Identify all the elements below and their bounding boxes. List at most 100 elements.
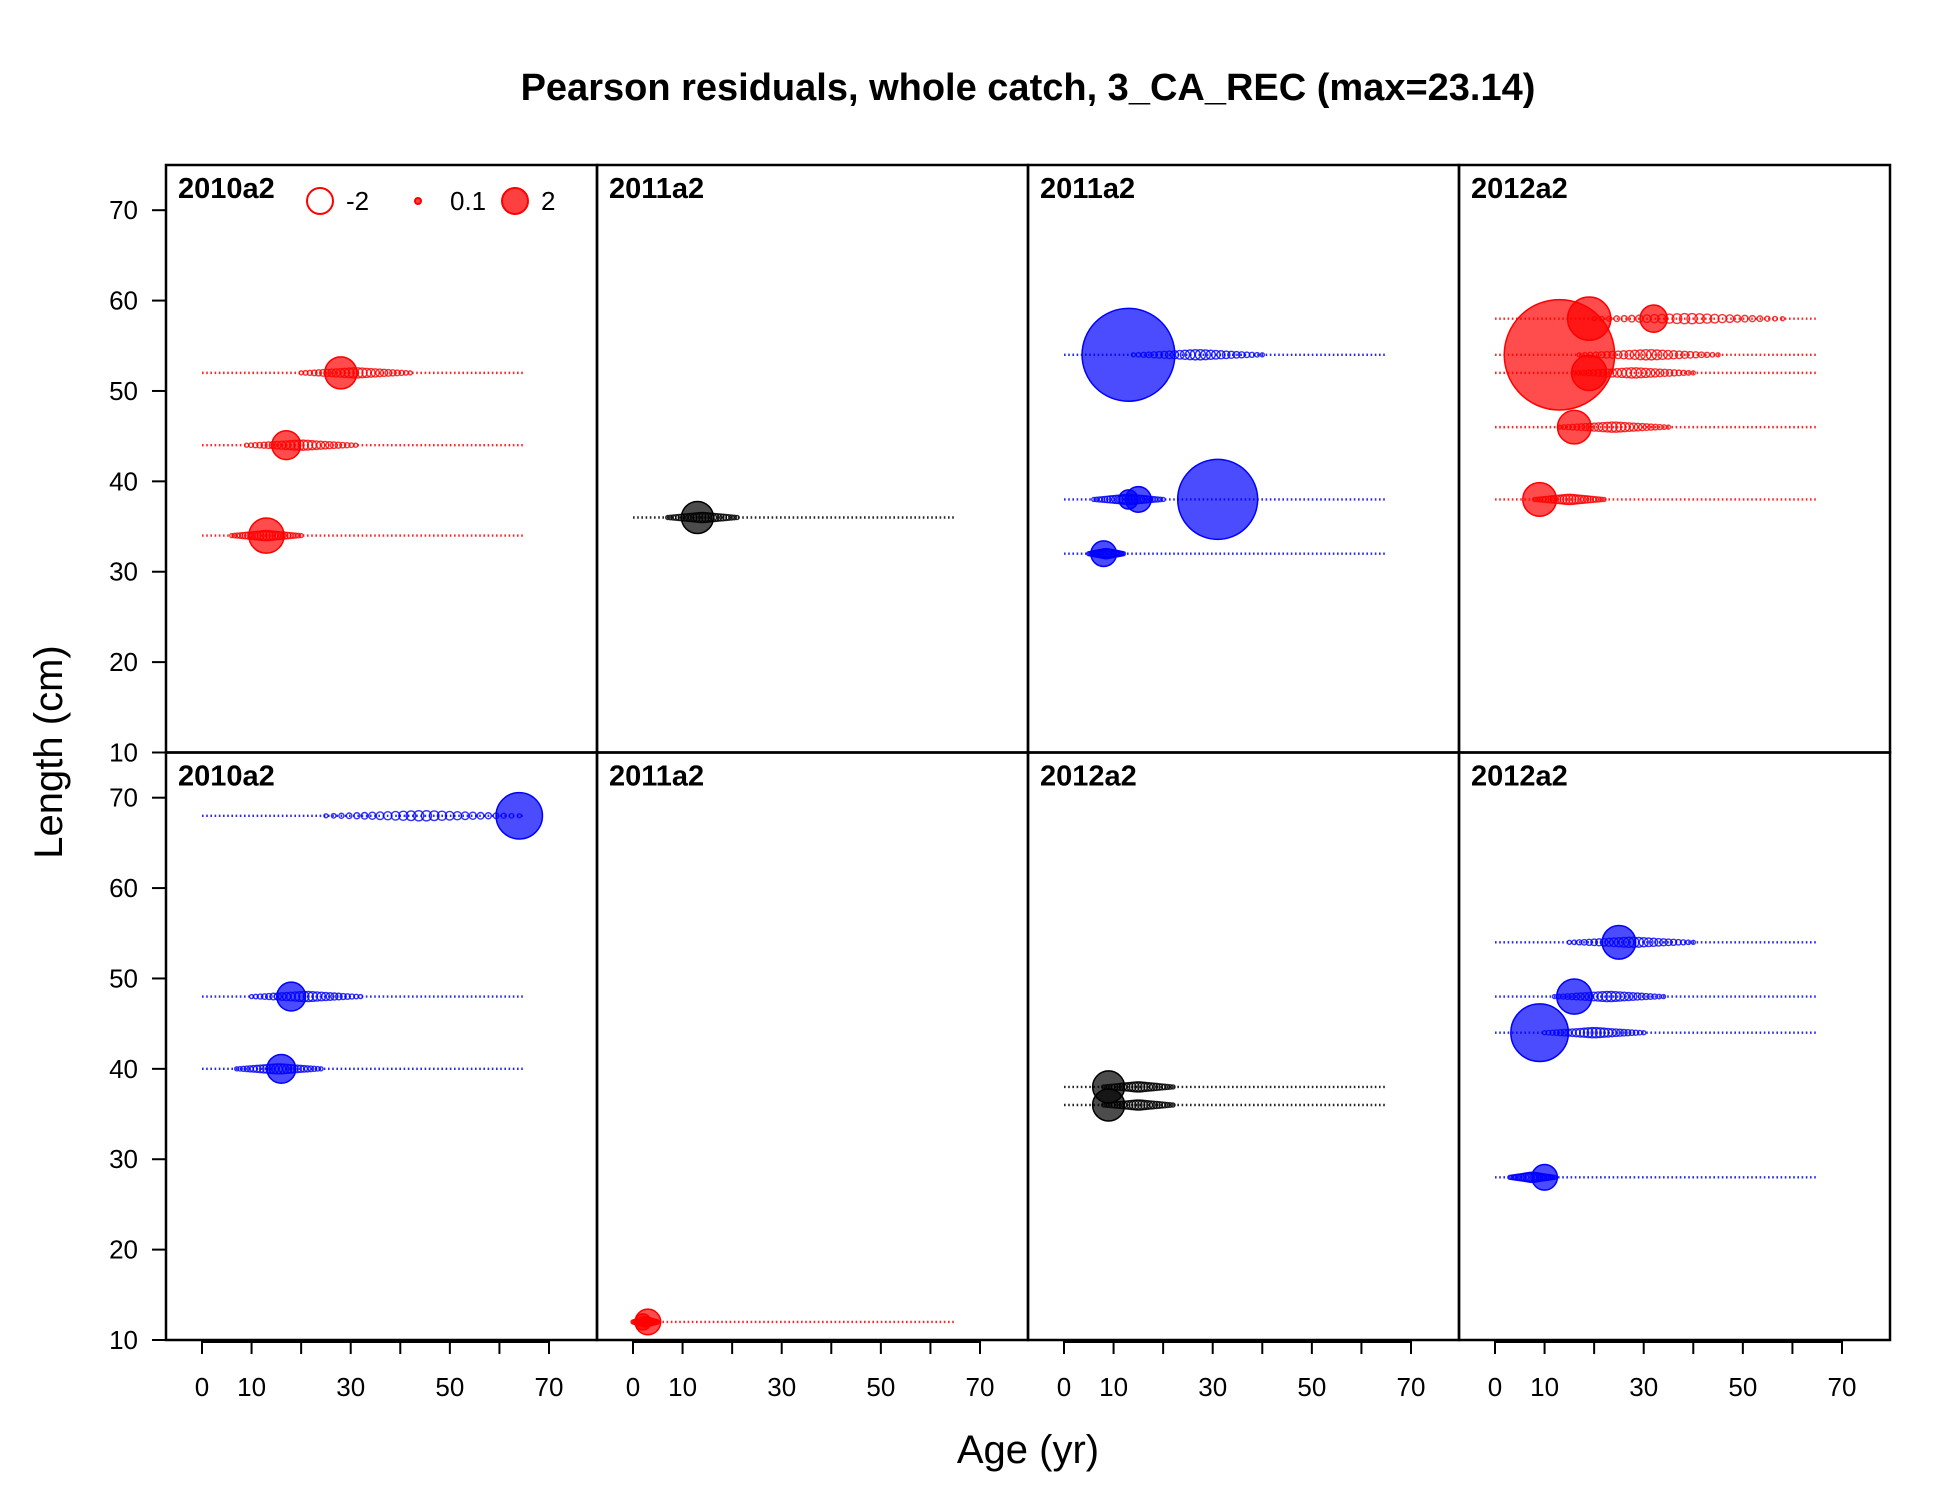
residual-bubble xyxy=(1555,978,1593,1015)
residual-row xyxy=(1495,1163,1818,1191)
residual-point xyxy=(1597,421,1609,433)
residual-point xyxy=(1259,352,1265,358)
x-tick-label: 50 xyxy=(866,1372,895,1402)
residual-point xyxy=(1680,350,1689,360)
panel-frame xyxy=(164,163,599,754)
residual-row xyxy=(1495,1003,1818,1063)
residual-point xyxy=(1657,349,1668,361)
residual-point xyxy=(1607,368,1618,378)
panel-label: 2011a2 xyxy=(609,761,704,793)
residual-point xyxy=(1624,1028,1632,1037)
residual-point xyxy=(257,993,264,1000)
panel-label: 2011a2 xyxy=(609,173,704,205)
y-tick-label: 50 xyxy=(109,963,138,993)
residual-bubble xyxy=(1570,354,1608,392)
residual-point xyxy=(339,992,347,1001)
chart-title: Pearson residuals, whole catch, 3_CA_REC… xyxy=(521,67,1536,109)
residual-point xyxy=(1590,938,1599,947)
residual-point xyxy=(1642,423,1651,432)
residual-point xyxy=(1659,938,1668,947)
residual-point xyxy=(1592,991,1604,1002)
panel: 2012a2 xyxy=(1457,163,1892,754)
residual-point xyxy=(1671,313,1683,325)
legend-label: 0.1 xyxy=(450,186,486,216)
residual-point xyxy=(1103,495,1112,504)
residual-point xyxy=(237,1065,244,1072)
residual-row xyxy=(202,517,525,554)
x-tick-label: 10 xyxy=(668,1372,697,1402)
residual-point xyxy=(240,1065,247,1073)
x-tick-label: 10 xyxy=(237,1372,266,1402)
residual-point xyxy=(1638,422,1647,432)
residual-point xyxy=(1152,1082,1161,1092)
residual-bubble xyxy=(271,430,302,461)
x-tick-label: 30 xyxy=(336,1372,365,1402)
x-tick-label: 50 xyxy=(1728,1372,1757,1402)
residual-point xyxy=(1685,939,1692,946)
residual-bubble xyxy=(1601,924,1637,960)
y-tick-label: 60 xyxy=(109,873,138,903)
x-axis: 0 10 30 50 70 xyxy=(1057,1340,1425,1402)
residual-point xyxy=(1756,315,1764,323)
x-tick-label: 10 xyxy=(1530,1372,1559,1402)
residual-point xyxy=(1646,993,1654,1001)
residual-point xyxy=(307,1065,315,1073)
residual-point xyxy=(310,369,318,377)
residual-point xyxy=(345,812,353,820)
residual-point xyxy=(379,368,389,378)
residual-point xyxy=(1663,349,1674,360)
residual-point xyxy=(1650,368,1660,378)
residual-point xyxy=(1221,350,1231,360)
residual-row xyxy=(1064,540,1387,568)
residual-point xyxy=(1643,937,1654,948)
panel: 2012a2 xyxy=(1026,751,1461,1342)
residual-point xyxy=(1582,1027,1594,1039)
panel-label: 2012a2 xyxy=(1040,761,1137,793)
residual-bubble xyxy=(1556,409,1592,445)
residual-bubble xyxy=(1118,489,1139,510)
residual-point xyxy=(1651,423,1659,431)
x-tick-label: 0 xyxy=(1488,1372,1502,1402)
residual-point xyxy=(243,442,250,448)
residual-point xyxy=(229,532,235,539)
residual-row xyxy=(1064,458,1387,541)
residual-point xyxy=(1629,349,1641,361)
residual-point xyxy=(1164,1083,1171,1091)
residual-point xyxy=(1157,496,1164,503)
residual-row xyxy=(202,1053,525,1084)
x-tick-label: 30 xyxy=(1629,1372,1658,1402)
legend-label: 2 xyxy=(541,186,555,216)
residual-bubble xyxy=(634,1313,652,1331)
residual-row xyxy=(202,430,525,461)
residual-point xyxy=(353,812,361,820)
residual-point xyxy=(1633,992,1642,1001)
residual-bubble xyxy=(1531,1163,1559,1191)
residual-point xyxy=(1594,1027,1606,1039)
x-tick-label: 30 xyxy=(767,1372,796,1402)
residual-point xyxy=(1703,351,1711,359)
panel-label: 2010a2 xyxy=(178,173,275,205)
y-tick-label: 70 xyxy=(109,783,138,813)
residual-bubble xyxy=(495,791,544,840)
residual-point xyxy=(1670,369,1678,377)
residual-point xyxy=(1580,938,1588,946)
residual-point xyxy=(1638,937,1649,948)
residual-point xyxy=(1686,312,1698,325)
residual-point xyxy=(1610,421,1622,433)
residual-point xyxy=(252,1064,262,1074)
residual-point xyxy=(664,514,671,521)
residual-point xyxy=(1640,349,1652,361)
residual-point xyxy=(298,532,304,539)
residual-point xyxy=(1586,1026,1598,1039)
residual-point xyxy=(314,1065,321,1072)
residual-point xyxy=(1146,1082,1156,1092)
residual-point xyxy=(1709,313,1720,324)
residual-point xyxy=(731,514,738,521)
residual-point xyxy=(1618,350,1629,360)
residual-point xyxy=(1651,349,1663,361)
residual-point xyxy=(1628,992,1638,1002)
residual-point xyxy=(1149,1100,1159,1110)
panel-frame xyxy=(595,163,1030,754)
residual-bubble xyxy=(1176,458,1259,541)
